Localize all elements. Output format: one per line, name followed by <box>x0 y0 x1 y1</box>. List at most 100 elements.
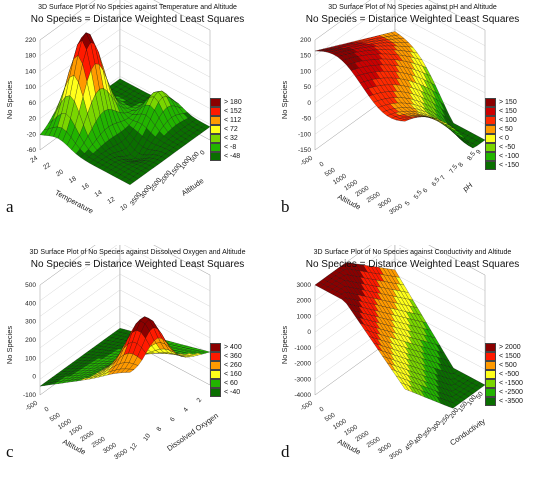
legend-item: < -50 <box>485 143 519 152</box>
y-tick-label: 10 <box>142 432 152 442</box>
legend-item: < 50 <box>485 125 519 134</box>
legend-swatch <box>485 361 496 370</box>
x-tick-label: 14 <box>94 189 104 199</box>
surface-plot-a: 2201801401006020-20-60242220181614121035… <box>5 0 222 216</box>
z-tick-label: 140 <box>25 68 36 75</box>
chart-title: 3D Surface Plot of No Species against Co… <box>313 249 512 256</box>
legend-item: < 260 <box>210 361 242 370</box>
z-tick-label: -100 <box>23 392 36 399</box>
legend-item: > 400 <box>210 343 242 352</box>
z-tick-label: -50 <box>302 116 312 123</box>
legend-label: > 2000 <box>499 344 521 351</box>
legend-item: < 360 <box>210 352 242 361</box>
y-tick-label: 7 <box>439 174 447 181</box>
legend-item: < 112 <box>210 116 242 125</box>
z-tick-label: 220 <box>25 37 36 44</box>
legend-swatch <box>485 370 496 379</box>
legend-swatch <box>210 388 221 397</box>
legend-swatch <box>210 379 221 388</box>
legend-swatch <box>485 343 496 352</box>
x-tick-label: 3500 <box>113 448 129 462</box>
y-axis-label: Conductivity <box>448 416 487 447</box>
z-tick-label: -4000 <box>294 392 311 399</box>
chart-subtitle: No Species = Distance Weighted Least Squ… <box>30 259 245 270</box>
legend-swatch <box>485 116 496 125</box>
z-tick-label: -60 <box>27 147 37 154</box>
legend-label: < 1500 <box>499 353 521 360</box>
x-tick-label: 0 <box>44 406 51 414</box>
x-tick-label: 10 <box>119 203 129 213</box>
legend-item: < 150 <box>485 107 519 116</box>
panel-label: b <box>281 197 290 216</box>
legend-swatch <box>485 161 496 170</box>
legend-swatch <box>485 134 496 143</box>
legend-swatch <box>485 379 496 388</box>
legend-swatch <box>210 125 221 134</box>
y-tick-label: 12 <box>129 442 139 452</box>
y-tick-label: 8.5 <box>466 150 477 162</box>
z-tick-label: 0 <box>307 329 311 336</box>
legend-item: < 500 <box>485 361 523 370</box>
chart-title: 3D Surface Plot of No Species against Te… <box>38 4 237 11</box>
legend-label: < -40 <box>224 389 241 396</box>
legend-label: > 150 <box>499 99 517 106</box>
legend-item: < 72 <box>210 125 242 134</box>
x-tick-label: 500 <box>324 412 337 424</box>
z-tick-label: 200 <box>300 37 311 44</box>
z-tick-label: 500 <box>25 282 36 289</box>
legend-item: > 150 <box>485 98 519 107</box>
x-tick-label: 0 <box>319 161 326 169</box>
z-tick-label: -20 <box>27 131 37 138</box>
legend-swatch <box>210 343 221 352</box>
y-axis-label: Altitude <box>180 176 206 198</box>
y-tick-label: 8 <box>156 426 164 433</box>
legend-swatch <box>210 98 221 107</box>
legend-label: < -150 <box>499 162 520 169</box>
legend-label: < 500 <box>499 362 517 369</box>
legend-label: < -1500 <box>499 380 523 387</box>
legend-label: < 0 <box>499 135 509 142</box>
legend-item: < -40 <box>210 388 242 397</box>
legend-label: > 180 <box>224 99 242 106</box>
x-tick-label: -500 <box>24 400 39 413</box>
legend-swatch <box>485 143 496 152</box>
z-tick-label: 50 <box>304 84 312 91</box>
legend-item: < -500 <box>485 370 523 379</box>
surface-mesh <box>39 316 211 387</box>
chart-subtitle: No Species = Distance Weighted Least Squ… <box>305 259 520 270</box>
legend-label: < 150 <box>499 108 517 115</box>
legend-item: < 60 <box>210 379 242 388</box>
y-tick-label: 6 <box>169 416 177 423</box>
x-tick-label: 18 <box>68 175 78 185</box>
legend-label: < -2500 <box>499 389 523 396</box>
y-tick-label: 5 <box>404 200 412 207</box>
chart-panel-d: 3000 2000 1000 0 -1000 -2000 -3000 -4000 -500 0 50… <box>275 245 550 489</box>
legend-swatch <box>210 370 221 379</box>
legend-item: > 2000 <box>485 343 523 352</box>
y-tick-label: 9 <box>475 148 483 155</box>
legend-item: < 0 <box>485 134 519 143</box>
chart-subtitle: No Species = Distance Weighted Least Squ… <box>30 14 245 25</box>
z-tick-label: 0 <box>32 374 36 381</box>
z-tick-label: 200 <box>25 337 36 344</box>
legend-swatch <box>210 352 221 361</box>
chart-panel-b: 200 150 100 50 0 -50 -100 -150 -500 0 500 1000 1500 2… <box>275 0 550 244</box>
y-tick-label: 4 <box>182 406 190 413</box>
z-tick-label: 400 <box>25 300 36 307</box>
legend-label: < -100 <box>499 153 520 160</box>
panel-label: c <box>6 442 14 461</box>
z-tick-label: -3000 <box>294 376 311 383</box>
y-tick-label: 7.5 <box>448 163 459 175</box>
legend-item: < -8 <box>210 143 242 152</box>
x-tick-label: 3500 <box>388 203 404 217</box>
legend-swatch <box>210 116 221 125</box>
z-tick-label: 2000 <box>297 298 312 305</box>
legend-swatch <box>210 134 221 143</box>
legend-label: < 100 <box>499 117 517 124</box>
chart-panel-a: 220 180 140 100 60 20 -20 -60 24 22 20 18 16 14 12 10 35… <box>0 0 275 244</box>
x-tick-label: -500 <box>299 400 314 413</box>
legend: > 400 < 360 < 260 < 160 < 60 < -40 <box>210 343 242 397</box>
y-tick-label: 50 <box>475 390 485 400</box>
